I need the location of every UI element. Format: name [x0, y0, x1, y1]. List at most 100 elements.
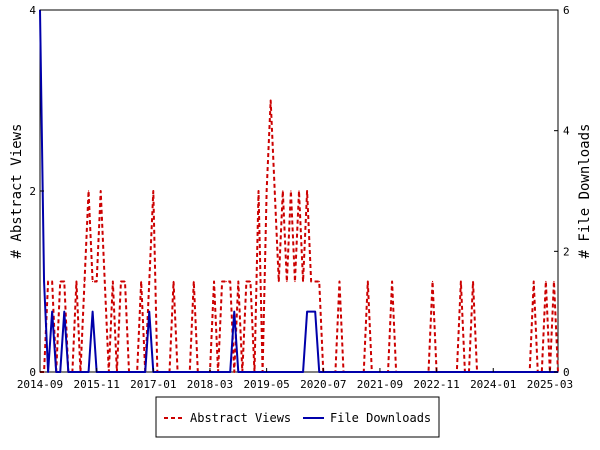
- data-point-abstract-views: [152, 190, 154, 192]
- data-point-file-downloads: [468, 371, 470, 373]
- data-point-file-downloads: [213, 371, 215, 373]
- data-point-file-downloads: [541, 371, 543, 373]
- data-point-file-downloads: [168, 371, 171, 373]
- data-point-file-downloads: [217, 371, 219, 373]
- data-point-abstract-views: [51, 280, 53, 283]
- data-point-abstract-views: [47, 280, 49, 283]
- data-point-abstract-views: [553, 280, 555, 283]
- data-point-abstract-views: [310, 280, 312, 283]
- data-point-file-downloads: [249, 371, 252, 373]
- data-point-abstract-views: [83, 280, 86, 283]
- data-point-abstract-views: [221, 280, 223, 283]
- ticks-layer: 0 2 4 0 2 4 6 2014-09 2015-11 2017-01 2018-03 2019-…: [17, 4, 573, 391]
- data-point-file-downloads: [391, 371, 393, 373]
- data-point-file-downloads: [205, 371, 207, 373]
- data-point-abstract-views: [533, 280, 535, 283]
- data-point-file-downloads: [148, 311, 150, 313]
- data-point-file-downloads: [314, 311, 316, 313]
- y-left-tick-label: 2: [29, 185, 36, 198]
- data-point-file-downloads: [261, 371, 264, 373]
- data-point-file-downloads: [71, 371, 73, 373]
- data-point-file-downloads: [124, 371, 126, 373]
- data-point-file-downloads: [140, 371, 142, 373]
- data-point-file-downloads: [270, 371, 272, 373]
- data-point-abstract-views: [120, 280, 122, 283]
- data-point-file-downloads: [395, 371, 397, 373]
- data-point-abstract-views: [112, 280, 114, 283]
- data-point-abstract-views: [59, 280, 61, 283]
- data-point-file-downloads: [51, 311, 53, 313]
- y-right-tick-label: 2: [563, 245, 570, 258]
- data-point-file-downloads: [537, 371, 539, 373]
- data-point-abstract-views: [172, 280, 175, 283]
- data-point-file-downloads: [302, 371, 304, 373]
- data-point-file-downloads: [403, 371, 405, 373]
- data-point-file-downloads: [464, 371, 466, 373]
- data-point-file-downloads: [512, 371, 515, 373]
- data-point-abstract-views: [431, 280, 434, 283]
- data-point-abstract-views: [286, 280, 288, 283]
- data-point-file-downloads: [330, 371, 332, 373]
- y-right-tick-label: 4: [563, 125, 570, 138]
- data-point-file-downloads: [197, 371, 199, 373]
- data-point-file-downloads: [496, 371, 498, 373]
- data-point-file-downloads: [116, 371, 118, 373]
- data-point-file-downloads: [318, 371, 320, 373]
- data-point-file-downloads: [452, 371, 454, 373]
- data-point-file-downloads: [278, 371, 280, 373]
- data-point-file-downloads: [488, 371, 490, 373]
- data-point-file-downloads: [456, 371, 458, 373]
- data-point-file-downloads: [367, 371, 369, 373]
- legend: Abstract Views File Downloads: [155, 396, 440, 438]
- data-point-abstract-views: [92, 280, 94, 283]
- data-point-file-downloads: [508, 371, 511, 373]
- y-right-tick-label: 6: [563, 4, 570, 17]
- data-point-abstract-views: [472, 280, 474, 283]
- x-tick-label: 2020-07: [300, 378, 346, 391]
- data-point-file-downloads: [100, 371, 102, 373]
- data-point-abstract-views: [460, 280, 462, 283]
- y-right-tick-label: 0: [563, 366, 570, 379]
- data-point-file-downloads: [298, 371, 300, 373]
- data-point-abstract-views: [237, 280, 239, 283]
- data-point-file-downloads: [415, 371, 417, 373]
- data-point-file-downloads: [47, 371, 49, 373]
- y-left-tick-label: 4: [29, 4, 36, 17]
- x-tick-label: 2024-01: [470, 378, 516, 391]
- data-point-file-downloads: [92, 311, 94, 313]
- data-point-abstract-views: [63, 280, 65, 283]
- data-point-abstract-views: [298, 190, 300, 192]
- x-tick-label: 2014-09: [17, 378, 63, 391]
- data-point-abstract-views: [225, 280, 227, 283]
- data-point-file-downloads: [290, 371, 292, 373]
- data-point-file-downloads: [431, 371, 434, 373]
- data-point-abstract-views: [545, 280, 547, 283]
- series-layer: [39, 9, 559, 373]
- data-point-file-downloads: [342, 371, 345, 373]
- data-point-file-downloads: [176, 371, 179, 373]
- data-point-file-downloads: [253, 371, 256, 373]
- x-tick-label: 2018-03: [187, 378, 233, 391]
- data-point-abstract-views: [302, 280, 304, 283]
- x-tick-label: 2021-09: [357, 378, 403, 391]
- data-point-file-downloads: [529, 371, 531, 373]
- data-point-abstract-views: [87, 190, 90, 192]
- data-point-abstract-views: [229, 280, 231, 283]
- data-point-file-downloads: [310, 311, 312, 313]
- data-point-abstract-views: [266, 190, 268, 192]
- data-point-file-downloads: [87, 371, 90, 373]
- data-point-abstract-views: [148, 280, 150, 283]
- data-point-file-downloads: [132, 371, 134, 373]
- legend-label-abstract-views: Abstract Views: [190, 411, 291, 425]
- data-point-file-downloads: [282, 371, 284, 373]
- data-point-file-downloads: [104, 371, 106, 373]
- data-point-file-downloads: [63, 311, 65, 313]
- data-point-file-downloads: [444, 371, 446, 373]
- x-tick-label: 2022-11: [413, 378, 459, 391]
- data-point-abstract-views: [213, 280, 215, 283]
- data-point-abstract-views: [245, 280, 247, 283]
- data-point-file-downloads: [448, 371, 450, 373]
- data-point-file-downloads: [274, 371, 276, 373]
- data-point-abstract-views: [193, 280, 195, 283]
- data-point-file-downloads: [67, 371, 69, 373]
